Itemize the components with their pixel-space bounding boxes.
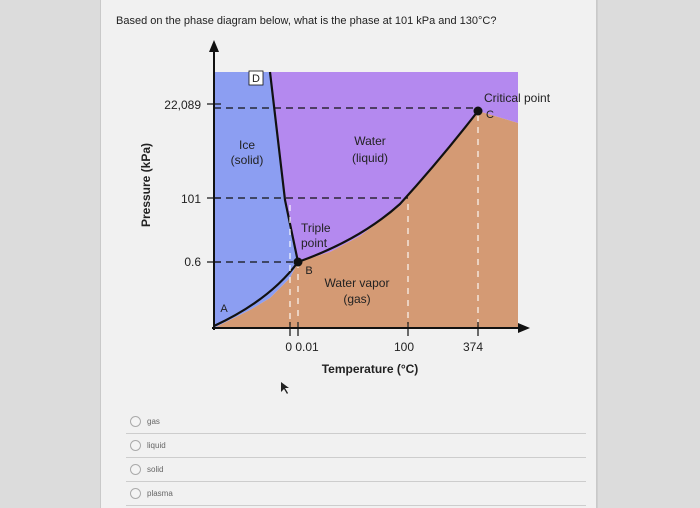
label-d: D <box>252 73 260 85</box>
choice-label: solid <box>147 465 164 474</box>
label-c: C <box>486 109 494 121</box>
choice-gas[interactable]: gas <box>126 410 586 434</box>
label-b: B <box>305 265 312 277</box>
sublimation-curve <box>213 261 299 327</box>
choice-solid[interactable]: solid <box>126 458 586 482</box>
radio-button[interactable] <box>130 464 141 475</box>
ice-label: Ice <box>239 138 255 152</box>
triple-point-label-1: Triple <box>301 221 331 235</box>
triple-point-marker <box>293 257 303 267</box>
x-tick-374: 374 <box>463 340 483 354</box>
phase-diagram: 22,089 101 0.6 0 0.01 100 374 Pressure (… <box>139 40 551 394</box>
y-tick-06: 0.6 <box>184 255 201 269</box>
solid-label: (solid) <box>231 153 264 167</box>
choice-liquid[interactable]: liquid <box>126 434 586 458</box>
question-text: Based on the phase diagram below, what i… <box>116 15 497 27</box>
liquid-region <box>270 72 518 262</box>
fusion-curve <box>268 71 300 263</box>
radio-button[interactable] <box>130 440 141 451</box>
x-axis-title: Temperature (°C) <box>322 362 419 376</box>
card-right-border <box>596 0 597 508</box>
y-axis-arrow <box>209 40 219 52</box>
radio-button[interactable] <box>130 416 141 427</box>
critical-point-label: Critical point <box>484 91 551 105</box>
choice-label: liquid <box>147 441 166 450</box>
y-axis-title: Pressure (kPa) <box>139 143 153 227</box>
water-vapor-label: Water vapor <box>325 276 390 290</box>
y-tick-22089: 22,089 <box>164 98 201 112</box>
gas-region <box>214 111 518 328</box>
critical-point-marker <box>473 106 483 116</box>
vaporization-curve <box>297 110 479 264</box>
label-a: A <box>220 303 228 315</box>
card-left-border <box>100 0 101 508</box>
x-axis-arrow <box>518 323 530 333</box>
mouse-cursor-icon <box>281 382 289 394</box>
choice-label: gas <box>147 417 160 426</box>
gas-label: (gas) <box>343 292 370 306</box>
x-tick-0-001: 0 0.01 <box>285 340 319 354</box>
x-tick-100: 100 <box>394 340 414 354</box>
choice-plasma[interactable]: plasma <box>126 482 586 506</box>
radio-button[interactable] <box>130 488 141 499</box>
water-label: Water <box>354 134 386 148</box>
choice-label: plasma <box>147 489 173 498</box>
liquid-label: (liquid) <box>352 151 388 165</box>
triple-point-label-2: point <box>301 236 328 250</box>
answer-choices: gas liquid solid plasma <box>126 410 586 506</box>
y-tick-101: 101 <box>181 192 201 206</box>
label-d-box <box>248 70 264 86</box>
